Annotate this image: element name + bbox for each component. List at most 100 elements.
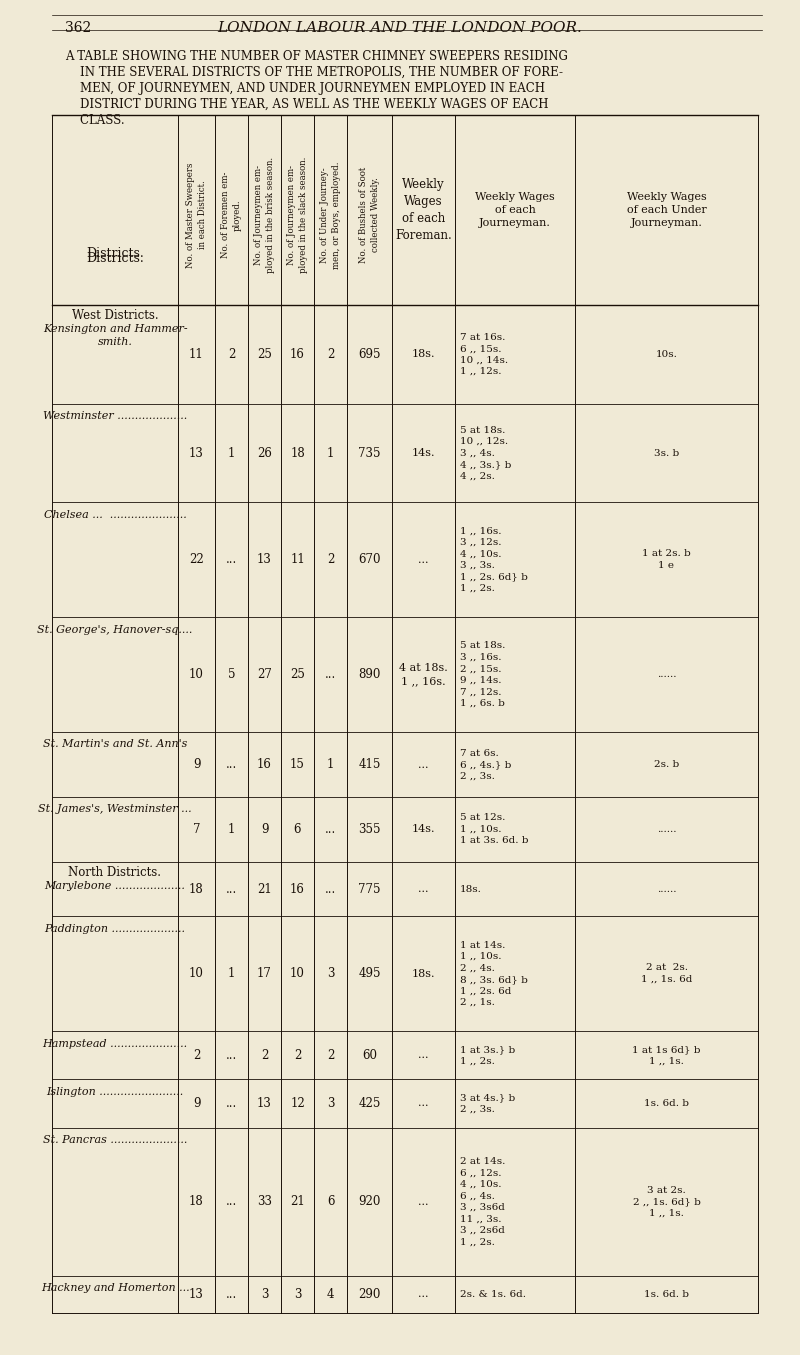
Text: 13: 13 <box>257 553 272 566</box>
Text: 11: 11 <box>290 553 305 566</box>
Text: 6: 6 <box>326 1195 334 1209</box>
Text: 13: 13 <box>189 1289 204 1301</box>
Text: 2: 2 <box>294 1049 301 1062</box>
Text: 9: 9 <box>261 822 268 836</box>
Text: 17: 17 <box>257 967 272 980</box>
Text: 3s. b: 3s. b <box>654 449 679 458</box>
Text: 415: 415 <box>358 757 381 771</box>
Text: 1s. 6d. b: 1s. 6d. b <box>644 1290 689 1299</box>
Text: 890: 890 <box>358 668 381 682</box>
Text: 3 at 4s.} b
2 ,, 3s.: 3 at 4s.} b 2 ,, 3s. <box>460 1093 515 1114</box>
Text: Weekly Wages
of each Under
Journeyman.: Weekly Wages of each Under Journeyman. <box>626 192 706 228</box>
Text: 27: 27 <box>257 668 272 682</box>
Text: ......: ...... <box>657 885 676 893</box>
Text: ...: ... <box>226 1049 237 1062</box>
Text: Hackney and Homerton ...: Hackney and Homerton ... <box>41 1283 190 1293</box>
Text: 14s.: 14s. <box>412 824 435 835</box>
Text: Weekly Wages
of each
Journeyman.: Weekly Wages of each Journeyman. <box>475 192 555 228</box>
Text: LONDON LABOUR AND THE LONDON POOR.: LONDON LABOUR AND THE LONDON POOR. <box>218 20 582 35</box>
Text: 21: 21 <box>257 882 272 896</box>
Text: 5: 5 <box>228 668 235 682</box>
Text: 2: 2 <box>327 1049 334 1062</box>
Text: 2: 2 <box>193 1049 200 1062</box>
Text: ...: ... <box>226 1098 237 1110</box>
Text: No. of Master Sweepers
in each District.: No. of Master Sweepers in each District. <box>186 163 206 268</box>
Text: Paddington .....................: Paddington ..................... <box>45 924 186 934</box>
Text: No. of Journeymen em-
ployed in the brisk season.: No. of Journeymen em- ployed in the bris… <box>254 157 274 274</box>
Text: 362: 362 <box>65 20 91 35</box>
Text: ...: ... <box>226 1195 237 1209</box>
Text: Weekly
Wages
of each
Foreman.: Weekly Wages of each Foreman. <box>395 178 452 243</box>
Text: No. of Journeymen em-
ployed in the slack season.: No. of Journeymen em- ployed in the slac… <box>287 157 307 274</box>
Text: 10s.: 10s. <box>655 350 678 359</box>
Text: St. Pancras ......................: St. Pancras ...................... <box>43 1135 187 1145</box>
Text: 18: 18 <box>189 1195 204 1209</box>
Text: IN THE SEVERAL DISTRICTS OF THE METROPOLIS, THE NUMBER OF FORE-: IN THE SEVERAL DISTRICTS OF THE METROPOL… <box>65 66 563 79</box>
Text: 13: 13 <box>189 447 204 459</box>
Text: No. of Under Journey-
men, or Boys, employed.: No. of Under Journey- men, or Boys, empl… <box>321 161 341 268</box>
Text: 920: 920 <box>358 1195 381 1209</box>
Text: 22: 22 <box>189 553 204 566</box>
Text: 25: 25 <box>257 348 272 360</box>
Text: Kensington and Hammer-
smith.: Kensington and Hammer- smith. <box>42 324 187 347</box>
Text: 10: 10 <box>189 967 204 980</box>
Text: 355: 355 <box>358 822 381 836</box>
Text: ......: ...... <box>657 671 676 679</box>
Text: 5 at 18s.
10 ,, 12s.
3 ,, 4s.
4 ,, 3s.} b
4 ,, 2s.: 5 at 18s. 10 ,, 12s. 3 ,, 4s. 4 ,, 3s.} … <box>460 425 511 481</box>
Text: Chelsea ...  ......................: Chelsea ... ...................... <box>44 509 186 519</box>
Text: 1 at 3s.} b
1 ,, 2s.: 1 at 3s.} b 1 ,, 2s. <box>460 1045 515 1065</box>
Text: 2s. & 1s. 6d.: 2s. & 1s. 6d. <box>460 1290 526 1299</box>
Text: 16: 16 <box>290 348 305 360</box>
Text: ...: ... <box>418 883 429 894</box>
Text: Marylebone ....................: Marylebone .................... <box>45 881 186 892</box>
Text: 670: 670 <box>358 553 381 566</box>
Text: ...: ... <box>325 882 336 896</box>
Text: 3: 3 <box>261 1289 268 1301</box>
Text: 7 at 6s.
6 ,, 4s.} b
2 ,, 3s.: 7 at 6s. 6 ,, 4s.} b 2 ,, 3s. <box>460 748 511 780</box>
Text: 25: 25 <box>290 668 305 682</box>
Text: 775: 775 <box>358 882 381 896</box>
Text: 1s. 6d. b: 1s. 6d. b <box>644 1099 689 1108</box>
Text: ...: ... <box>418 1290 429 1299</box>
Text: ...: ... <box>325 822 336 836</box>
Text: 2: 2 <box>228 348 235 360</box>
Text: 1 ,, 16s.
3 ,, 12s.
4 ,, 10s.
3 ,, 3s.
1 ,, 2s. 6d} b
1 ,, 2s.: 1 ,, 16s. 3 ,, 12s. 4 ,, 10s. 3 ,, 3s. 1… <box>460 527 528 592</box>
Text: ...: ... <box>418 1196 429 1207</box>
Text: 10: 10 <box>290 967 305 980</box>
Text: 26: 26 <box>257 447 272 459</box>
Text: 9: 9 <box>193 757 200 771</box>
Text: 290: 290 <box>358 1289 381 1301</box>
Text: 1: 1 <box>327 447 334 459</box>
Text: 7: 7 <box>193 822 200 836</box>
Text: ...: ... <box>325 668 336 682</box>
Text: 5 at 18s.
3 ,, 16s.
2 ,, 15s.
9 ,, 14s.
7 ,, 12s.
1 ,, 6s. b: 5 at 18s. 3 ,, 16s. 2 ,, 15s. 9 ,, 14s. … <box>460 641 506 707</box>
Text: 7 at 16s.
6 ,, 15s.
10 ,, 14s.
1 ,, 12s.: 7 at 16s. 6 ,, 15s. 10 ,, 14s. 1 ,, 12s. <box>460 333 508 377</box>
Text: St. James's, Westminster ...: St. James's, Westminster ... <box>38 805 192 814</box>
Text: 10: 10 <box>189 668 204 682</box>
Text: 33: 33 <box>257 1195 272 1209</box>
Text: 735: 735 <box>358 447 381 459</box>
Text: 16: 16 <box>257 757 272 771</box>
Text: 1: 1 <box>327 757 334 771</box>
Text: A TABLE SHOWING THE NUMBER OF MASTER CHIMNEY SWEEPERS RESIDING: A TABLE SHOWING THE NUMBER OF MASTER CHI… <box>65 50 568 62</box>
Text: 21: 21 <box>290 1195 305 1209</box>
Text: 3: 3 <box>326 1098 334 1110</box>
Text: No. of Foremen em-
ployed.: No. of Foremen em- ployed. <box>222 172 242 259</box>
Text: 9: 9 <box>193 1098 200 1110</box>
Text: 5 at 12s.
1 ,, 10s.
1 at 3s. 6d. b: 5 at 12s. 1 ,, 10s. 1 at 3s. 6d. b <box>460 813 529 846</box>
Text: 6: 6 <box>294 822 302 836</box>
Text: 18: 18 <box>189 882 204 896</box>
Text: 2 at 14s.
6 ,, 12s.
4 ,, 10s.
6 ,, 4s.
3 ,, 3s6d
11 ,, 3s.
3 ,, 2s6d
1 ,, 2s.: 2 at 14s. 6 ,, 12s. 4 ,, 10s. 6 ,, 4s. 3… <box>460 1157 506 1247</box>
Text: 2: 2 <box>327 348 334 360</box>
Text: 16: 16 <box>290 882 305 896</box>
Text: 2: 2 <box>261 1049 268 1062</box>
Text: 3: 3 <box>294 1289 302 1301</box>
Text: Islington ........................: Islington ........................ <box>46 1087 184 1096</box>
Text: 695: 695 <box>358 348 381 360</box>
Text: ...: ... <box>226 757 237 771</box>
Text: 18s.: 18s. <box>412 350 435 359</box>
Text: 18: 18 <box>290 447 305 459</box>
Text: Westminster ....................: Westminster .................... <box>43 412 187 421</box>
Text: 1 at 14s.
1 ,, 10s.
2 ,, 4s.
8 ,, 3s. 6d} b
1 ,, 2s. 6d
2 ,, 1s.: 1 at 14s. 1 ,, 10s. 2 ,, 4s. 8 ,, 3s. 6d… <box>460 940 528 1007</box>
Text: 2s. b: 2s. b <box>654 760 679 770</box>
